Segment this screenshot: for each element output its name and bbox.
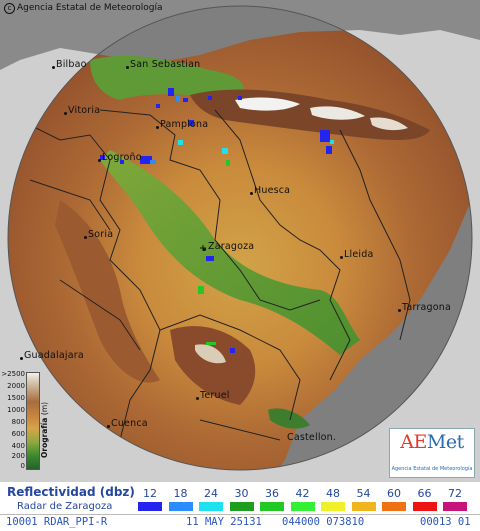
radar-map-graphic (0, 0, 480, 471)
elevation-tick: 2000 (7, 382, 25, 390)
region-borders (19, 109, 411, 441)
dbz-level-swatch (290, 502, 315, 511)
city-marker (250, 192, 253, 195)
iberian-range (55, 200, 160, 383)
dbz-level-swatch (168, 502, 193, 511)
dbz-level-label: 42 (295, 487, 310, 500)
city-marker (107, 425, 110, 428)
city-label: Cuenca (111, 418, 148, 429)
dbz-level-label: 24 (204, 487, 218, 500)
elevation-tick: 400 (11, 442, 25, 450)
city-label: Logroño (102, 152, 142, 163)
city-label: Pamplona (160, 119, 209, 130)
city-marker (203, 248, 206, 251)
dbz-level-swatch (229, 502, 254, 511)
city-label: Guadalajara (24, 350, 84, 361)
city-marker (196, 397, 199, 400)
credit-text: c Agencia Estatal de Meteorología (4, 3, 163, 14)
image-codes: 044000 073810 (282, 516, 365, 528)
dbz-level-label: 72 (448, 487, 462, 500)
city-label: Zaragoza (208, 241, 255, 252)
dbz-level-swatch (199, 502, 223, 511)
city-marker (340, 256, 343, 259)
elevation-color-bar (26, 372, 40, 470)
elevation-title: Orografía (m) (40, 401, 49, 458)
dbz-level-swatch (321, 502, 345, 511)
elevation-tick: 600 (11, 430, 25, 438)
credit-label: Agencia Estatal de Meteorología (17, 3, 163, 13)
dbz-level-label: 54 (356, 487, 371, 500)
dbz-level-swatch (138, 502, 162, 511)
dbz-level-swatch (351, 502, 376, 511)
dbz-level-label: 36 (265, 487, 279, 500)
image-suffix: 00013 01 (420, 516, 471, 528)
elevation-tick: 800 (11, 418, 25, 426)
status-bar: 10001 RDAR_PPI-R 11 MAY 25131 044000 073… (0, 514, 480, 531)
city-label: Teruel (200, 390, 230, 401)
aemet-logo-subtitle: Agencia Estatal de Meteorología (391, 466, 473, 472)
elevation-tick: 200 (11, 452, 25, 460)
dbz-level-label: 60 (387, 487, 401, 500)
copyright-icon: c (4, 3, 15, 14)
radar-echoes (100, 88, 334, 353)
radar-map[interactable]: c Agencia Estatal de Meteorología Bilbao … (0, 0, 480, 482)
city-marker (398, 309, 401, 312)
city-marker (84, 236, 87, 239)
dbz-level-swatch (260, 502, 284, 511)
radar-name: Radar de Zaragoza (17, 501, 113, 512)
city-label: Bilbao (56, 59, 87, 70)
radar-range-ring (7, 5, 473, 471)
city-label: Castellon. (287, 432, 337, 443)
reflectivity-legend: Reflectividad (dbz) Radar de Zaragoza 12… (0, 482, 480, 514)
elevation-tick: 1500 (7, 394, 25, 402)
city-marker (156, 126, 159, 129)
city-label: Soria (88, 229, 114, 240)
dbz-level-label: 12 (143, 487, 157, 500)
dbz-level-swatch (382, 502, 406, 511)
city-marker (52, 66, 55, 69)
city-marker (64, 112, 67, 115)
dbz-level-label: 66 (417, 487, 432, 500)
city-label: Tarragona (402, 302, 452, 313)
dbz-level-swatch (412, 502, 437, 511)
product-code: 10001 RDAR_PPI-R (6, 516, 108, 528)
city-marker (98, 159, 101, 162)
ebro-valley (100, 150, 360, 355)
reflectivity-title: Reflectividad (dbz) (7, 485, 135, 499)
image-date: 11 MAY 25131 (186, 516, 262, 528)
city-label: Lleida (344, 249, 374, 260)
city-label: San Sebastian (130, 59, 201, 70)
city-label: Vitoria (68, 105, 101, 116)
aemet-logo: AEMet Agencia Estatal de Meteorología (389, 428, 475, 478)
city-marker (20, 357, 23, 360)
aemet-logo-text: AEMet (400, 431, 464, 453)
dbz-level-label: 30 (234, 487, 249, 500)
elevation-tick: 0 (20, 462, 25, 470)
dbz-level-label: 48 (326, 487, 340, 500)
elevation-tick: 1000 (7, 406, 25, 414)
dbz-level-swatch (443, 502, 467, 511)
dbz-level-label: 18 (173, 487, 188, 500)
city-label: Huesca (254, 185, 291, 196)
elevation-tick: >2500 (1, 370, 25, 378)
radar-coverage (8, 6, 472, 470)
city-marker (126, 66, 129, 69)
